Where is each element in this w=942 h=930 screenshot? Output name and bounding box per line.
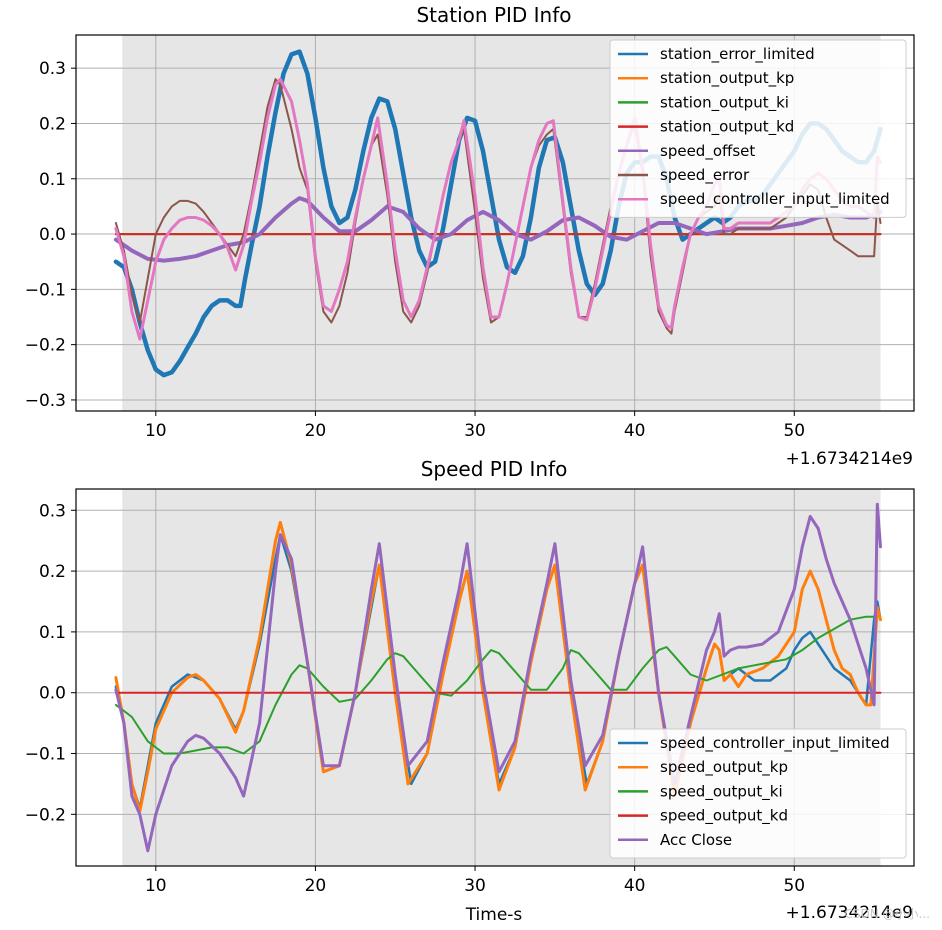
x-tick-label: 50 xyxy=(783,876,805,896)
y-tick-label: −0.1 xyxy=(25,280,66,300)
x-tick-label: 10 xyxy=(145,876,167,896)
x-tick-label: 20 xyxy=(305,421,327,441)
y-tick-label: 0.2 xyxy=(39,114,66,134)
legend-label: speed_error xyxy=(660,166,750,185)
speed-pid-chart: Speed PID Info 10 20 30 40 50 −0.2 −0.1 0.0 0.1 0… xyxy=(25,457,915,925)
legend-label: station_output_ki xyxy=(660,93,789,112)
legend-label: station_error_limited xyxy=(660,45,815,64)
legend-box xyxy=(609,39,907,218)
y-tick-label: 0.3 xyxy=(39,501,66,521)
x-tick-label: 10 xyxy=(145,421,167,441)
series-group xyxy=(113,49,883,378)
x-tick-label: 30 xyxy=(464,876,486,896)
series-group xyxy=(114,502,882,853)
y-tick-label: 0.0 xyxy=(39,225,66,245)
y-tick-label: −0.2 xyxy=(25,805,66,825)
watermark: CSDN @小小... xyxy=(845,907,930,921)
plot-frame xyxy=(75,488,915,867)
legend-label: speed_output_kp xyxy=(660,758,788,777)
station-pid-chart: Station PID Info 10 20 30 40 50 −0.3 −0.2 −0.1 0… xyxy=(25,3,915,469)
legend-label: station_output_kd xyxy=(660,118,794,137)
chart-title: Speed PID Info xyxy=(421,457,568,481)
x-tick-label: 50 xyxy=(783,421,805,441)
legend-label: speed_output_ki xyxy=(660,782,783,801)
chart-title: Station PID Info xyxy=(416,3,571,27)
y-tick-label: −0.1 xyxy=(25,745,66,765)
series-line-speed-output-ki xyxy=(114,615,876,755)
y-tick-label: 0.0 xyxy=(39,684,66,704)
x-tick-label: 30 xyxy=(464,421,486,441)
y-tick-label: 0.1 xyxy=(39,170,66,190)
legend-label: speed_controller_input_limited xyxy=(660,190,890,209)
x-offset-label: +1.6734214e9 xyxy=(786,903,913,923)
legend-label: speed_offset xyxy=(660,142,755,161)
legend-label: speed_controller_input_limited xyxy=(660,734,890,753)
x-tick-label: 20 xyxy=(305,876,327,896)
axis-ticks: 10 20 30 40 50 −0.3 −0.2 −0.1 0.0 0.1 0.2 0.3 xyxy=(25,59,805,441)
x-tick-label: 40 xyxy=(624,876,646,896)
y-tick-label: 0.1 xyxy=(39,623,66,643)
x-axis-label: Time-s xyxy=(465,905,523,925)
plot-frame xyxy=(75,34,915,412)
x-offset-label: +1.6734214e9 xyxy=(786,449,913,469)
legend: speed_controller_input_limited speed_outp… xyxy=(609,728,907,859)
legend-box xyxy=(609,728,907,859)
series-line-speed-controller-input-limited xyxy=(114,77,882,341)
grid xyxy=(76,489,914,866)
legend-label: Acc Close xyxy=(660,831,732,849)
y-tick-label: 0.3 xyxy=(39,59,66,79)
legend: station_error_limited station_output_kpst… xyxy=(609,39,907,218)
y-tick-label: −0.3 xyxy=(25,391,66,411)
legend-label: station_output_kp xyxy=(660,69,794,88)
y-tick-label: −0.2 xyxy=(25,336,66,356)
axis-ticks: 10 20 30 40 50 −0.2 −0.1 0.0 0.1 0.2 0.3 xyxy=(25,501,805,896)
legend-label: speed_output_kd xyxy=(660,807,788,826)
x-tick-label: 40 xyxy=(624,421,646,441)
y-tick-label: 0.2 xyxy=(39,562,66,582)
series-line-acc-close xyxy=(114,502,882,853)
